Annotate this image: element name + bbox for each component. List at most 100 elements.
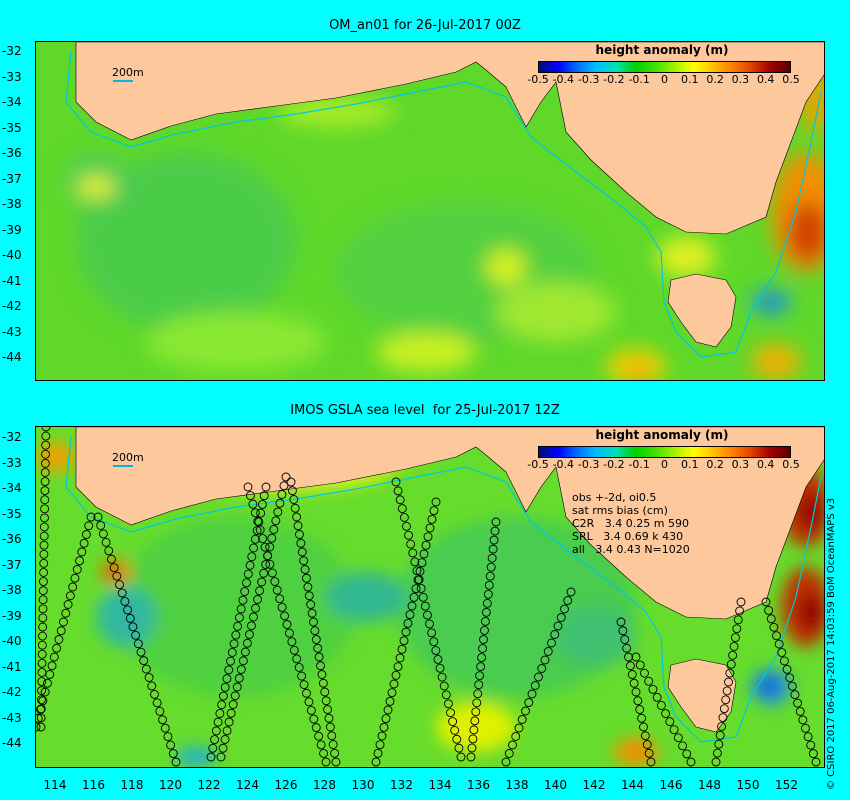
track-marker — [793, 698, 803, 708]
longitude-label: 118 — [120, 778, 144, 792]
track-marker — [435, 663, 445, 673]
track-marker — [40, 513, 49, 523]
bottom-200m-label: 200m — [112, 451, 144, 464]
track-marker — [761, 597, 771, 607]
track-marker — [468, 734, 478, 744]
track-marker — [273, 507, 283, 517]
track-marker — [637, 713, 647, 723]
latitude-label: -41 — [2, 273, 22, 288]
track-marker — [425, 523, 435, 533]
colorbar-tick-label: 0 — [661, 458, 668, 471]
track-marker — [238, 656, 248, 666]
top-colorbar: height anomaly (m) -0.5 -0.4 -0.3 -0.2 -0.1 0… — [523, 43, 799, 87]
track-marker — [431, 497, 441, 507]
track-marker — [115, 580, 124, 590]
track-marker — [726, 659, 736, 669]
bottom-200m-contour — [65, 436, 822, 743]
track-marker — [416, 584, 426, 593]
track-marker — [385, 696, 395, 706]
track-marker — [39, 531, 49, 541]
track-marker — [410, 557, 420, 567]
track-marker — [150, 689, 159, 699]
credit-text: © CSIRO 2017 06-Aug-2017 14:03:59 BoM Oc… — [826, 497, 837, 790]
track-marker — [772, 631, 781, 641]
track-marker — [806, 740, 816, 750]
track-marker — [808, 749, 818, 759]
track-marker — [81, 530, 91, 539]
track-marker — [427, 628, 437, 638]
track-marker — [286, 477, 296, 487]
track-marker — [238, 595, 248, 605]
track-marker — [232, 682, 242, 692]
track-marker — [38, 595, 48, 605]
track-marker — [485, 571, 495, 581]
track-marker — [309, 714, 319, 724]
track-marker — [306, 705, 316, 715]
track-marker — [68, 582, 78, 592]
bottom-colorbar-title: height anomaly (m) — [595, 428, 729, 442]
track-marker — [37, 640, 47, 650]
track-marker — [321, 757, 331, 767]
track-marker — [501, 757, 511, 767]
track-marker — [41, 431, 51, 441]
track-marker — [36, 704, 46, 714]
track-marker — [732, 624, 742, 634]
track-marker — [489, 535, 499, 545]
track-marker — [486, 562, 496, 572]
track-marker — [524, 698, 534, 707]
colorbar-tick-label: -0.2 — [603, 73, 625, 86]
track-marker — [37, 677, 47, 686]
track-marker — [678, 741, 687, 751]
track-marker — [550, 630, 560, 639]
latitude-label: -42 — [2, 685, 22, 699]
track-marker — [265, 542, 275, 552]
top-colorbar-strip — [538, 61, 791, 73]
top-map-canvas — [36, 42, 824, 380]
track-marker — [280, 611, 290, 621]
track-marker — [631, 687, 641, 697]
track-marker — [480, 626, 489, 635]
track-marker — [450, 725, 460, 735]
track-marker — [411, 584, 421, 594]
track-marker — [277, 602, 287, 612]
track-marker — [686, 757, 696, 767]
track-marker — [227, 648, 237, 657]
track-marker — [70, 573, 80, 583]
track-marker — [403, 618, 413, 628]
track-marker — [259, 491, 269, 501]
longitude-label: 134 — [428, 778, 452, 792]
bottom-200m-legend-line — [113, 465, 133, 467]
track-marker — [413, 575, 423, 585]
track-marker — [220, 735, 230, 744]
track-marker — [480, 616, 490, 626]
track-marker — [484, 580, 494, 590]
track-marker — [811, 757, 821, 767]
track-marker — [642, 740, 652, 749]
track-marker — [226, 708, 236, 718]
top-panel-title: OM_an01 for 26-Jul-2017 00Z — [329, 18, 521, 33]
track-marker — [511, 732, 521, 741]
track-marker — [287, 486, 297, 496]
track-marker — [65, 591, 75, 601]
track-marker — [106, 554, 116, 564]
latitude-label: -39 — [2, 608, 22, 623]
track-marker — [722, 686, 732, 696]
track-marker — [328, 740, 338, 749]
colorbar-tick-label: 0.1 — [681, 458, 699, 471]
track-marker — [242, 578, 251, 588]
longitude-label: 148 — [698, 778, 721, 792]
bottom-colorbar: height anomaly (m) -0.5 -0.4 -0.3 -0.2 -0.1 0… — [523, 428, 799, 472]
track-marker — [425, 619, 434, 629]
track-marker — [269, 525, 279, 534]
track-marker — [719, 704, 729, 714]
track-marker — [423, 532, 433, 542]
latitude-label: -32 — [2, 44, 22, 58]
track-marker — [478, 644, 487, 653]
track-marker — [297, 671, 307, 681]
track-marker — [475, 671, 485, 681]
track-marker — [471, 707, 481, 717]
track-marker — [782, 664, 792, 674]
track-marker — [656, 701, 666, 710]
track-marker — [272, 585, 282, 595]
colorbar-tick-label: -0.1 — [628, 458, 650, 471]
